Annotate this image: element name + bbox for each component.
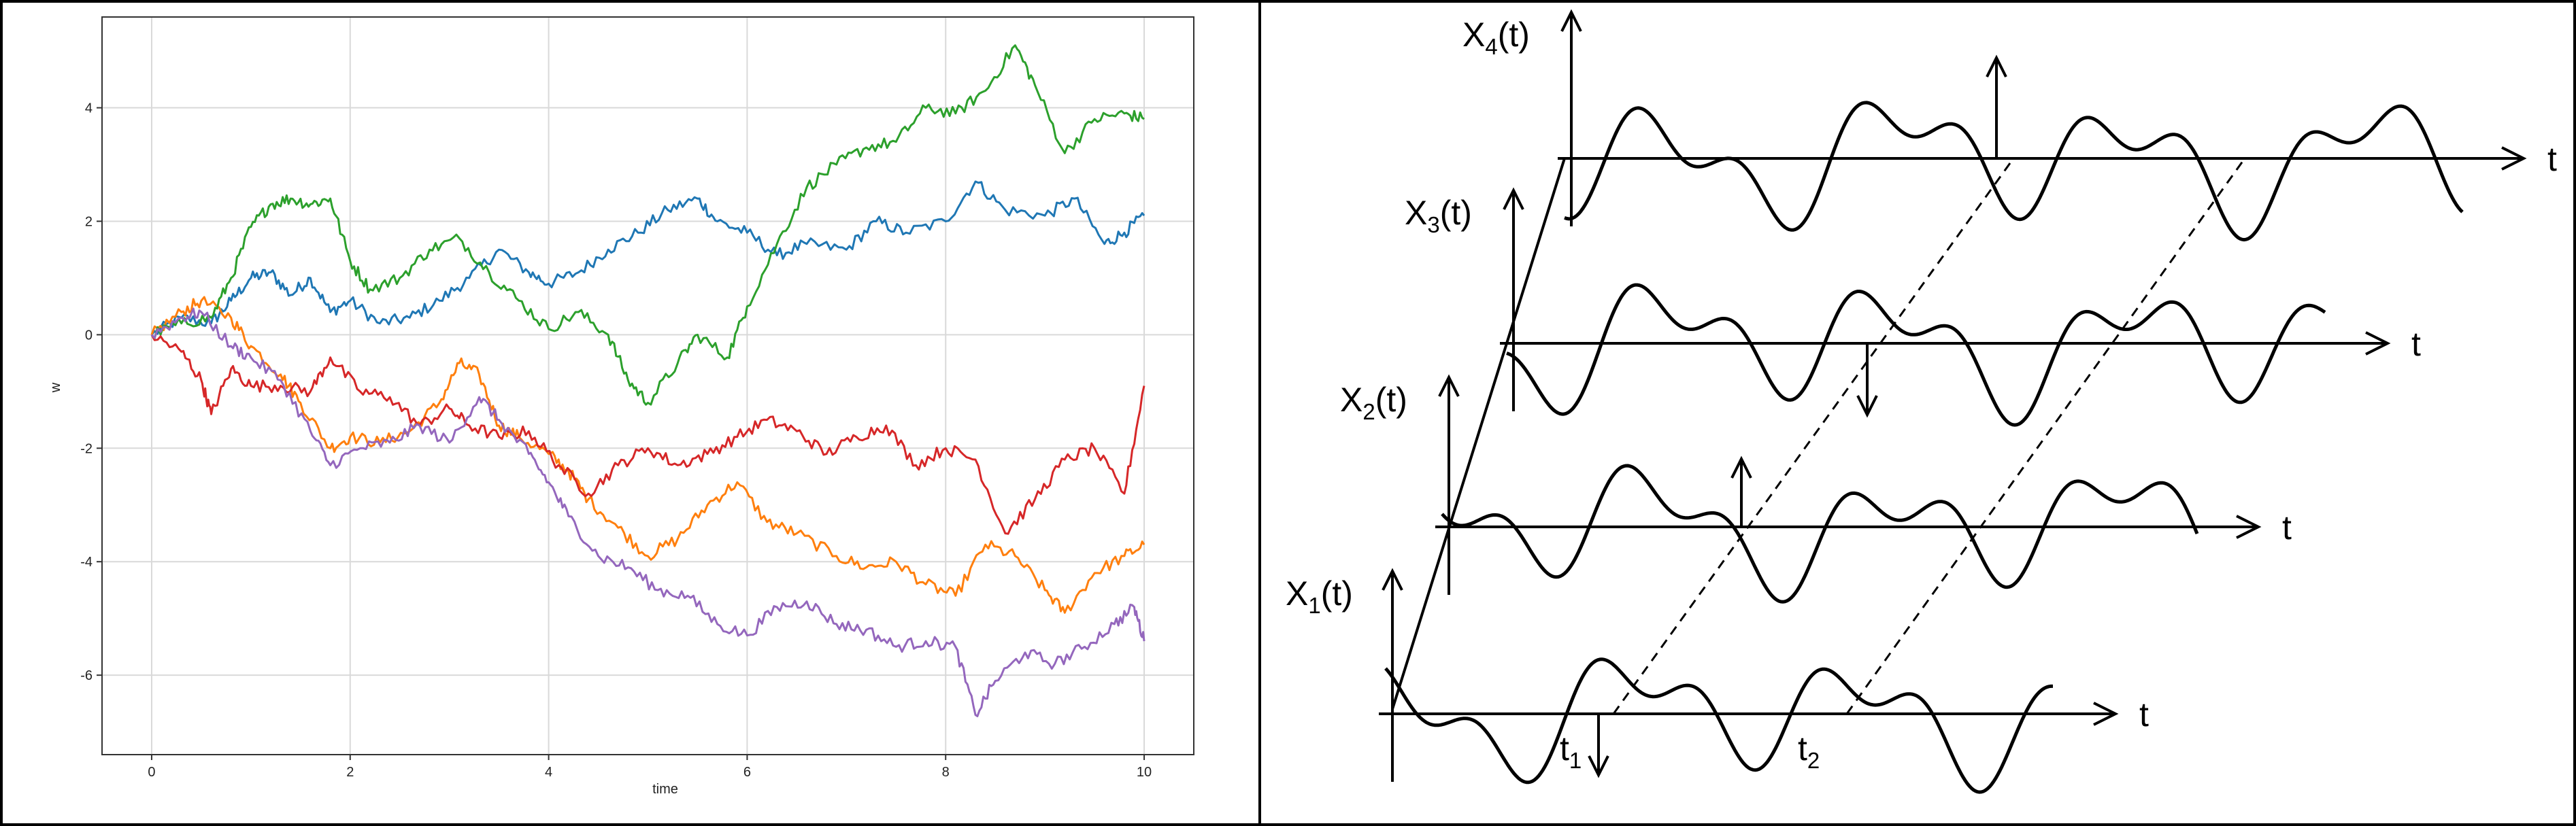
time-mark-sub: 1 [1569,748,1582,773]
sample-arrow-head [1986,54,2007,78]
value-axis-arrowhead [1438,374,1460,397]
sample-arrow-3 [1856,343,1878,418]
x-tick-label: 10 [1137,765,1152,780]
x-tick-label: 0 [148,765,155,780]
realization-label: X3(t) [1405,194,1472,237]
x-tick-label: 6 [743,765,751,780]
realization-label: X1(t) [1286,574,1353,618]
time-section-dashed-lines [1612,158,2246,715]
sample-arrow-4 [1986,54,2007,158]
realization-wave [1564,101,2464,242]
series-line-4 [150,334,1145,535]
y-tick-label: 0 [85,328,93,343]
series-line-5 [150,307,1145,717]
realization-label-sub: 1 [1308,593,1320,618]
series-line-3 [150,44,1145,406]
time-axis-arrowhead [2365,331,2391,356]
realization-label-name: X [1286,574,1308,613]
realization-label-name: X [1462,16,1485,54]
time-mark-1: t1 [1560,729,1582,773]
time-axis-label: t [2282,509,2292,547]
time-axis-label: t [2547,140,2557,178]
time-section-t2 [1845,158,2246,715]
x-tick-label: 2 [346,765,354,780]
time-axis-label: t [2139,695,2149,734]
sample-arrow-head [1856,395,1878,418]
realization-label-sub: 4 [1485,34,1497,59]
realization-row-2: X2(t) t [1340,374,2292,604]
realization-label: X2(t) [1340,381,1407,424]
time-axis-arrowhead [2236,515,2262,539]
realization-label-suffix: (t) [1498,16,1530,54]
time-mark-labels: t1 t2 [1560,729,1820,773]
time-axis-arrowhead [2093,702,2119,726]
realization-row-1: X1(t)t [1286,568,2149,794]
realization-rows: X1(t)tX2(t)tX3(t)tX4(t)t [1286,9,2557,794]
realization-label-suffix: (t) [1440,194,1472,232]
ensemble-diagonal-line [1391,158,1566,710]
series-line-2 [150,296,1145,614]
realization-label-name: X [1340,381,1362,419]
y-tick-label: -2 [80,441,93,456]
y-tick-label: -6 [80,668,93,683]
realization-wave [1441,464,2199,604]
time-mark-sub: 2 [1807,748,1820,773]
x-tick-label: 8 [942,765,950,780]
value-axis-arrowhead [1382,568,1403,591]
realization-row-3: X3(t) t [1405,187,2421,427]
realization-row-4: X4(t) t [1462,9,2557,242]
sample-arrow-head [1588,755,1609,778]
random-process-ensemble-diagram: X1(t)tX2(t)tX3(t)tX4(t)t t1 t2 [1286,9,2557,794]
chart-series-group [150,44,1145,717]
x-tick-labels: 0 2 4 6 8 10 [148,755,1152,780]
sample-arrows [1588,54,2007,778]
y-tick-label: 4 [85,101,93,116]
y-axis-label: w [48,382,63,393]
realization-label: X4(t) [1462,16,1530,59]
time-section-t1 [1612,158,2015,715]
realization-label-name: X [1405,194,1427,232]
y-tick-label: -4 [80,555,93,570]
value-axis-arrowhead [1503,187,1524,210]
plot-area-frame [101,16,1194,755]
right-panel-border [1258,0,2576,826]
time-axis-label: t [2411,325,2421,363]
x-tick-label: 4 [545,765,552,780]
time-mark-name: t [1798,729,1807,768]
realization-wave [1384,657,2053,794]
time-axis-arrowhead [2501,146,2527,171]
sample-arrow-head [1730,455,1752,479]
realization-label-sub: 3 [1427,212,1439,237]
value-axis-arrowhead [1560,9,1582,32]
realization-label-suffix: (t) [1321,574,1353,613]
realization-label-suffix: (t) [1375,381,1407,419]
realization-wave [1506,283,2326,427]
realization-label-sub: 2 [1362,399,1375,424]
y-tick-labels: -6 -4 -2 0 2 4 [80,101,102,683]
time-mark-2: t2 [1798,729,1820,773]
time-mark-name: t [1560,729,1569,768]
series-line-1 [150,180,1145,336]
sample-arrow-2 [1730,455,1752,527]
brownian-motion-chart: 0 2 4 6 8 10 -6 -4 -2 0 2 4 time w [48,16,1194,797]
sample-arrow-1 [1588,714,1609,778]
y-tick-label: 2 [85,214,93,229]
x-axis-label: time [652,782,678,797]
